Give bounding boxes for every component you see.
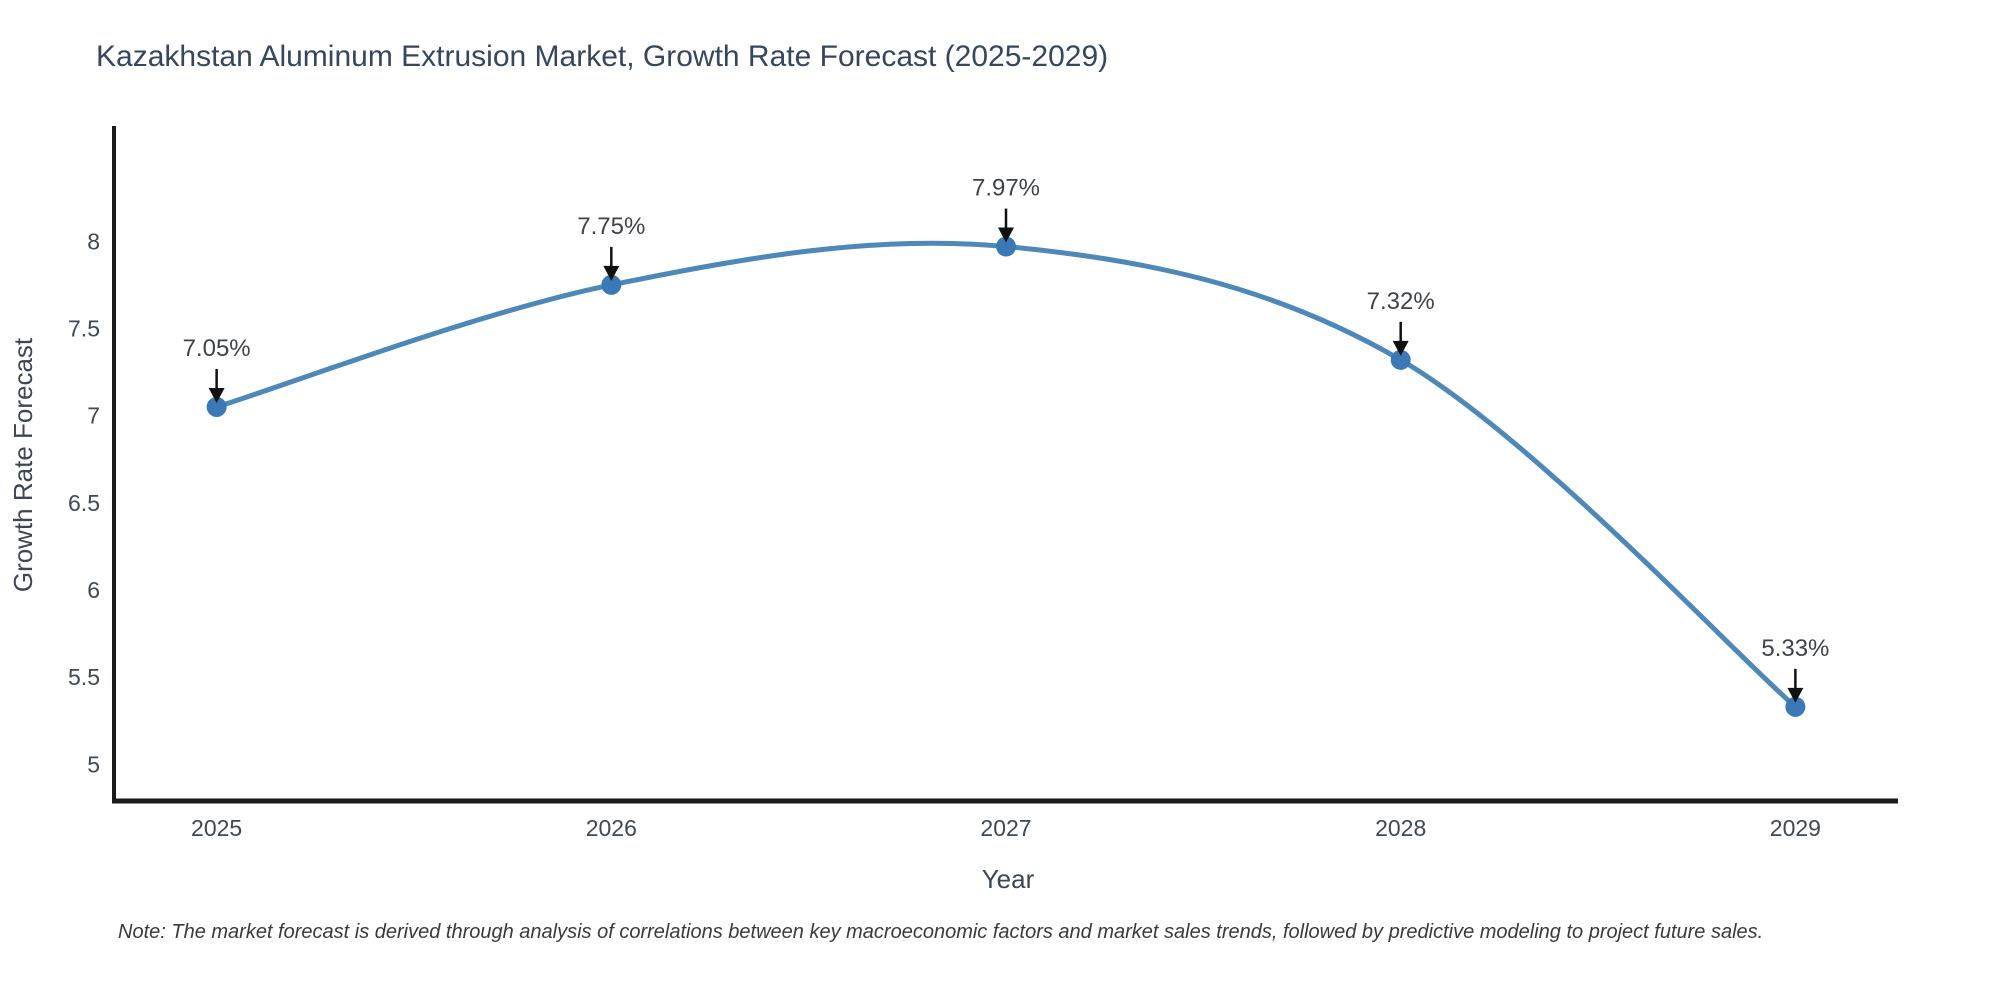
annotation-arrow-head xyxy=(1787,687,1804,703)
point-annotation-label: 7.05% xyxy=(183,335,251,362)
x-tick-label: 2025 xyxy=(191,815,242,841)
point-annotation-label: 7.97% xyxy=(972,175,1040,202)
point-annotations: 7.05% 7.75% 7.97% 7.32% 5.33% xyxy=(183,175,1829,703)
x-tick-label: 2028 xyxy=(1375,815,1426,841)
point-annotation-label: 7.32% xyxy=(1367,288,1435,315)
point-annotation-label: 7.75% xyxy=(577,213,645,240)
annotation-arrow-head xyxy=(208,387,225,403)
y-tick-label: 6.5 xyxy=(68,490,100,516)
y-tick-label: 6 xyxy=(87,577,100,603)
annotation-arrow-head xyxy=(1392,340,1409,356)
annotation-arrow-head xyxy=(998,227,1014,243)
series-line xyxy=(214,240,1798,710)
y-tick-label: 7.5 xyxy=(68,316,100,342)
data-point-marker xyxy=(601,274,622,295)
y-tick-label: 5 xyxy=(87,751,100,777)
data-point-markers xyxy=(206,236,1806,717)
y-axis-tick-labels: 5 5.5 6 6.5 7 7.5 8 xyxy=(68,228,100,777)
data-point-marker xyxy=(1390,349,1411,370)
x-tick-label: 2029 xyxy=(1770,815,1821,841)
y-tick-label: 7 xyxy=(87,403,100,429)
y-tick-label: 8 xyxy=(87,228,100,254)
footnote: Note: The market forecast is derived thr… xyxy=(118,921,1763,943)
data-point-marker xyxy=(1785,696,1806,717)
y-axis-title: Growth Rate Forecast xyxy=(8,337,38,592)
point-annotation-label: 5.33% xyxy=(1761,635,1829,662)
y-tick-label: 5.5 xyxy=(68,664,100,690)
chart-title: Kazakhstan Aluminum Extrusion Market, Gr… xyxy=(96,40,1108,73)
data-point-marker xyxy=(996,236,1016,257)
x-tick-label: 2027 xyxy=(980,815,1031,841)
x-axis-tick-labels: 2025 2026 2027 2028 2029 xyxy=(191,815,1821,841)
x-axis-title: Year xyxy=(982,864,1035,894)
x-tick-label: 2026 xyxy=(586,815,637,841)
annotation-arrow-head xyxy=(603,265,620,281)
data-point-marker xyxy=(206,396,227,417)
